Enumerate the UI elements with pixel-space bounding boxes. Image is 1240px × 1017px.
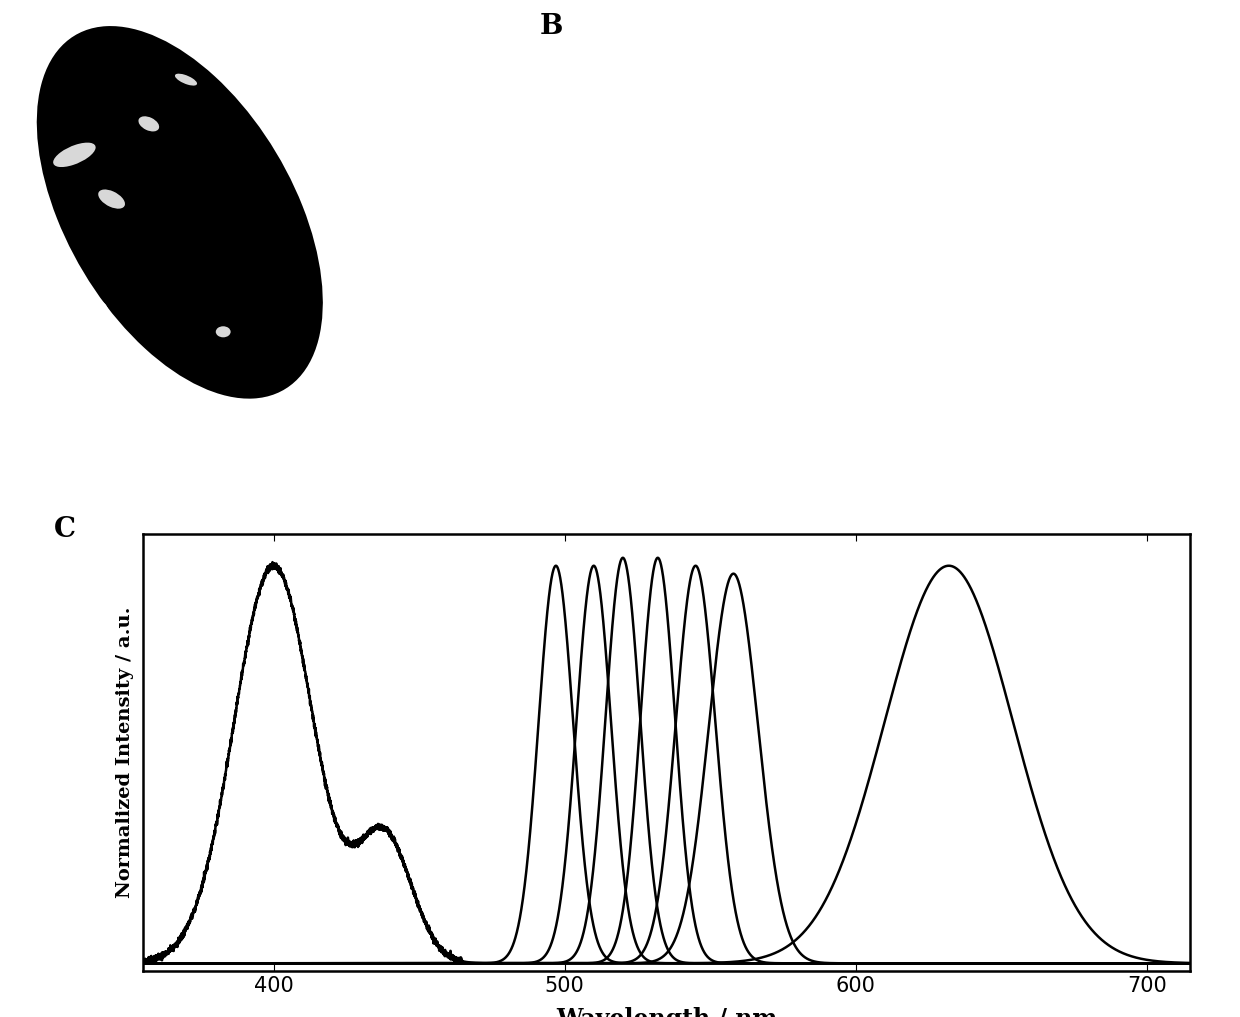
Y-axis label: Normalized Intensity / a.u.: Normalized Intensity / a.u.	[117, 607, 134, 898]
Ellipse shape	[175, 73, 197, 85]
Ellipse shape	[98, 189, 125, 208]
Ellipse shape	[216, 326, 231, 338]
Ellipse shape	[53, 142, 95, 167]
Ellipse shape	[91, 301, 108, 318]
Text: A: A	[22, 13, 43, 41]
Polygon shape	[62, 407, 372, 442]
X-axis label: Wavelength / nm: Wavelength / nm	[556, 1007, 777, 1017]
Text: C: C	[53, 517, 76, 543]
Ellipse shape	[37, 245, 62, 267]
Ellipse shape	[37, 26, 322, 399]
Text: B: B	[539, 13, 563, 41]
Ellipse shape	[139, 116, 159, 131]
